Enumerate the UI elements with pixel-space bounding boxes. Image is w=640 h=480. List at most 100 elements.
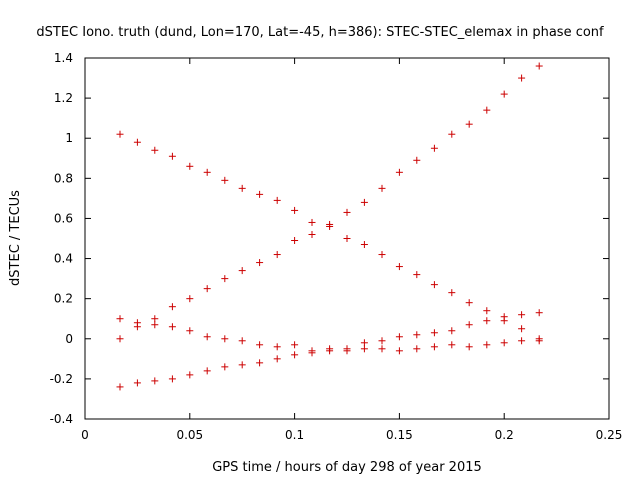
x-tick-label: 0: [81, 428, 89, 442]
data-point: [273, 251, 281, 259]
y-tick-label: 0.2: [54, 292, 73, 306]
data-point: [430, 144, 438, 152]
data-point: [343, 235, 351, 242]
data-point: [518, 337, 526, 345]
data-point: [186, 371, 194, 379]
data-point: [326, 347, 334, 355]
data-point: [448, 289, 456, 297]
data-point: [168, 323, 176, 331]
y-tick-label: 0: [65, 332, 73, 346]
data-point: [500, 339, 508, 347]
data-point: [395, 263, 403, 271]
data-point: [221, 335, 229, 343]
plot-frame: [84, 57, 610, 420]
data-point: [256, 341, 264, 349]
data-point: [291, 351, 299, 359]
data-point: [186, 327, 194, 335]
chart-title: dSTEC Iono. truth (dund, Lon=170, Lat=-4…: [36, 25, 604, 40]
data-point: [326, 220, 334, 228]
data-point: [238, 361, 246, 369]
data-point: [151, 377, 159, 385]
data-point: [186, 162, 194, 170]
data-point: [291, 237, 299, 245]
data-point: [395, 347, 403, 355]
data-point: [168, 152, 176, 160]
y-tick-label: 1: [65, 131, 73, 145]
y-axis-label: dSTEC / TECUs: [8, 190, 23, 286]
data-point: [518, 74, 526, 82]
data-point: [116, 130, 124, 138]
x-tick-label: 0.05: [176, 428, 203, 442]
data-point: [448, 341, 456, 349]
data-point: [535, 62, 543, 70]
data-point: [308, 347, 316, 355]
data-points: [116, 62, 543, 391]
y-tick-label: -0.4: [50, 412, 73, 426]
data-point: [483, 317, 491, 325]
data-point: [483, 341, 491, 349]
x-tick-label: 0.2: [495, 428, 514, 442]
data-point: [500, 90, 508, 98]
data-point: [221, 363, 229, 371]
x-tick-label: 0.25: [596, 428, 623, 442]
data-point: [430, 343, 438, 351]
data-point: [518, 325, 526, 333]
data-point: [360, 339, 368, 347]
data-point: [360, 198, 368, 206]
data-point: [343, 208, 351, 216]
y-tick-label: 1.2: [54, 91, 73, 105]
data-point: [378, 184, 386, 192]
x-tick-label: 0.15: [386, 428, 413, 442]
data-point: [256, 359, 264, 367]
data-point: [133, 323, 141, 331]
data-point: [273, 196, 281, 204]
data-point: [378, 337, 386, 345]
data-point: [151, 321, 159, 329]
data-point: [238, 337, 246, 345]
data-point: [203, 168, 211, 176]
data-point: [308, 230, 316, 238]
x-axis-label: GPS time / hours of day 298 of year 2015: [212, 460, 482, 475]
data-point: [133, 379, 141, 387]
data-point: [133, 138, 141, 146]
data-point: [116, 383, 124, 391]
data-point: [168, 375, 176, 383]
data-point: [465, 299, 473, 307]
data-point: [413, 156, 421, 164]
data-point: [308, 218, 316, 226]
y-tick-label: 0.4: [54, 252, 73, 266]
x-tick-label: 0.1: [285, 428, 304, 442]
data-point: [151, 146, 159, 154]
data-point: [116, 315, 124, 323]
data-point: [116, 335, 124, 343]
data-point: [413, 345, 421, 353]
data-point: [535, 309, 543, 317]
data-point: [256, 259, 264, 267]
y-tick-label: 0.6: [54, 211, 73, 225]
data-point: [238, 184, 246, 192]
data-point: [186, 295, 194, 303]
data-point: [203, 333, 211, 341]
data-point: [221, 275, 229, 283]
data-point: [203, 285, 211, 293]
data-point: [203, 367, 211, 375]
data-point: [395, 168, 403, 176]
data-point: [238, 267, 246, 275]
data-point: [360, 241, 368, 249]
data-point: [168, 303, 176, 311]
data-point: [360, 345, 368, 353]
data-point: [291, 341, 299, 349]
data-point: [465, 120, 473, 128]
data-point: [448, 327, 456, 335]
data-point: [518, 311, 526, 319]
data-point: [465, 343, 473, 351]
data-point: [483, 307, 491, 315]
data-point: [151, 315, 159, 323]
data-point: [378, 251, 386, 259]
data-point: [483, 106, 491, 114]
data-point: [430, 281, 438, 289]
data-point: [465, 321, 473, 329]
data-point: [413, 271, 421, 279]
data-point: [500, 317, 508, 325]
